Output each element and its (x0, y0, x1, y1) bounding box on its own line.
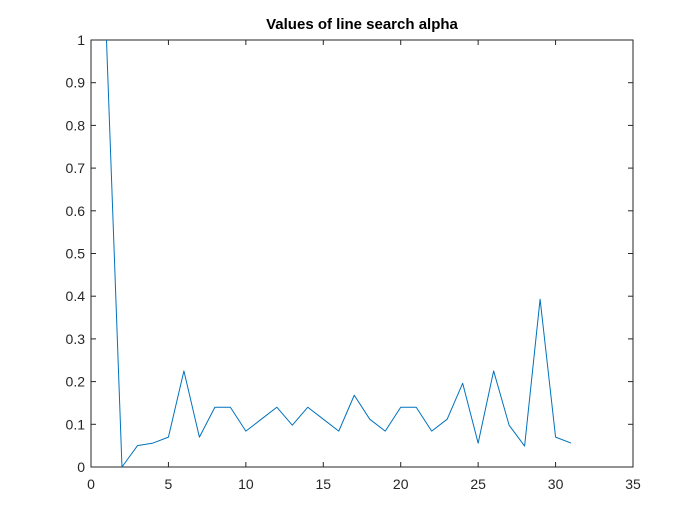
y-tick-label: 0 (77, 459, 85, 475)
x-tick-label: 5 (165, 476, 173, 492)
x-tick-label: 35 (625, 476, 641, 492)
x-tick-label: 15 (315, 476, 331, 492)
plot-box (90, 39, 634, 468)
x-tick-label: 30 (548, 476, 564, 492)
y-tick-label: 0.2 (66, 374, 86, 390)
axes: 0 5 10 15 20 25 30 35 0 0.1 0.2 0.3 0.4 0.5 0.6 0.7 0.8 0… (66, 32, 641, 492)
chart-title: Values of line search alpha (266, 16, 458, 33)
y-tick-label: 0.1 (66, 416, 86, 432)
y-tick-label: 0.3 (66, 331, 86, 347)
y-tick-label: 1 (77, 32, 85, 48)
y-tick-label: 0.8 (66, 117, 86, 133)
x-tick-label: 25 (470, 476, 486, 492)
x-tick-label: 10 (238, 476, 254, 492)
y-tick-label: 0.5 (66, 246, 86, 262)
y-tick-label: 0.4 (66, 288, 86, 304)
x-tick-label: 20 (393, 476, 409, 492)
x-tick-label: 0 (87, 476, 95, 492)
series-line-0 (105, 40, 572, 467)
y-tick-label: 0.9 (66, 75, 86, 91)
y-tick-label: 0.7 (66, 160, 86, 176)
y-tick-label: 0.6 (66, 203, 86, 219)
